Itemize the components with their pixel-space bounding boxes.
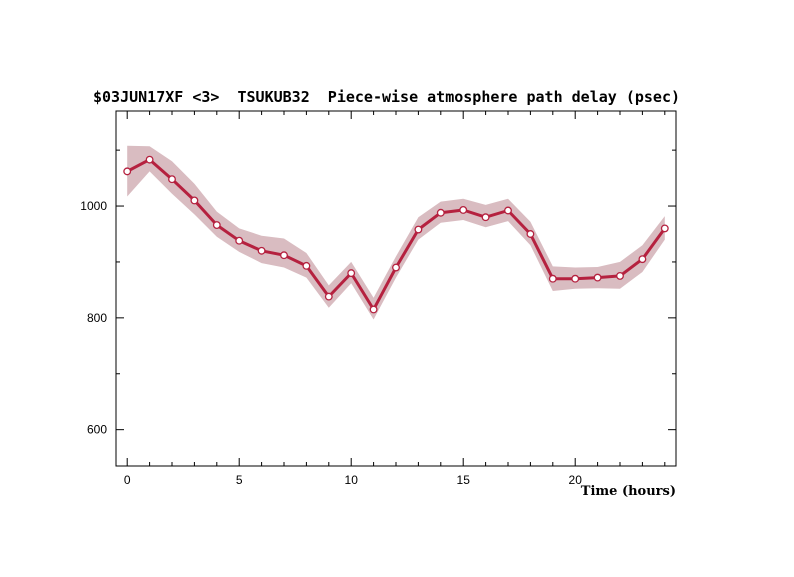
x-tick-label: 10 xyxy=(345,473,359,487)
y-tick-label: 1000 xyxy=(80,199,107,213)
data-point xyxy=(190,196,199,205)
data-point xyxy=(145,155,154,164)
data-point xyxy=(257,246,266,255)
uncertainty-band xyxy=(127,145,665,320)
chart-title: $03JUN17XF <3> TSUKUB32 Piece-wise atmos… xyxy=(93,88,680,106)
x-tick-label: 5 xyxy=(236,473,243,487)
data-point xyxy=(504,206,512,215)
data-point xyxy=(638,255,647,264)
data-point xyxy=(548,274,557,283)
plot-frame xyxy=(115,110,677,467)
data-point xyxy=(280,251,288,260)
x-tick-label: 0 xyxy=(124,473,131,487)
data-point xyxy=(123,167,132,176)
x-tick-label: 20 xyxy=(569,473,583,487)
y-tick-label: 600 xyxy=(87,423,107,437)
x-axis-label: Time (hours) xyxy=(581,484,676,499)
data-point xyxy=(459,206,468,214)
data-point xyxy=(369,305,378,314)
data-point xyxy=(212,221,221,229)
data-point xyxy=(571,274,580,283)
data-point xyxy=(593,273,602,282)
plot-area xyxy=(123,145,669,320)
y-tick-label: 800 xyxy=(87,311,107,325)
data-point xyxy=(168,175,176,184)
data-point xyxy=(481,213,490,222)
data-point xyxy=(324,292,333,301)
data-point xyxy=(347,269,356,278)
data-point xyxy=(616,271,624,280)
data-point xyxy=(302,261,311,270)
axes: 0 5 10 15 20 600 800 1000 xyxy=(80,111,676,487)
data-point xyxy=(526,230,535,238)
data-point xyxy=(414,225,423,234)
data-point xyxy=(392,263,400,272)
data-point xyxy=(235,236,244,245)
data-point xyxy=(660,224,669,233)
data-point xyxy=(436,208,445,217)
x-tick-label: 15 xyxy=(457,473,471,487)
